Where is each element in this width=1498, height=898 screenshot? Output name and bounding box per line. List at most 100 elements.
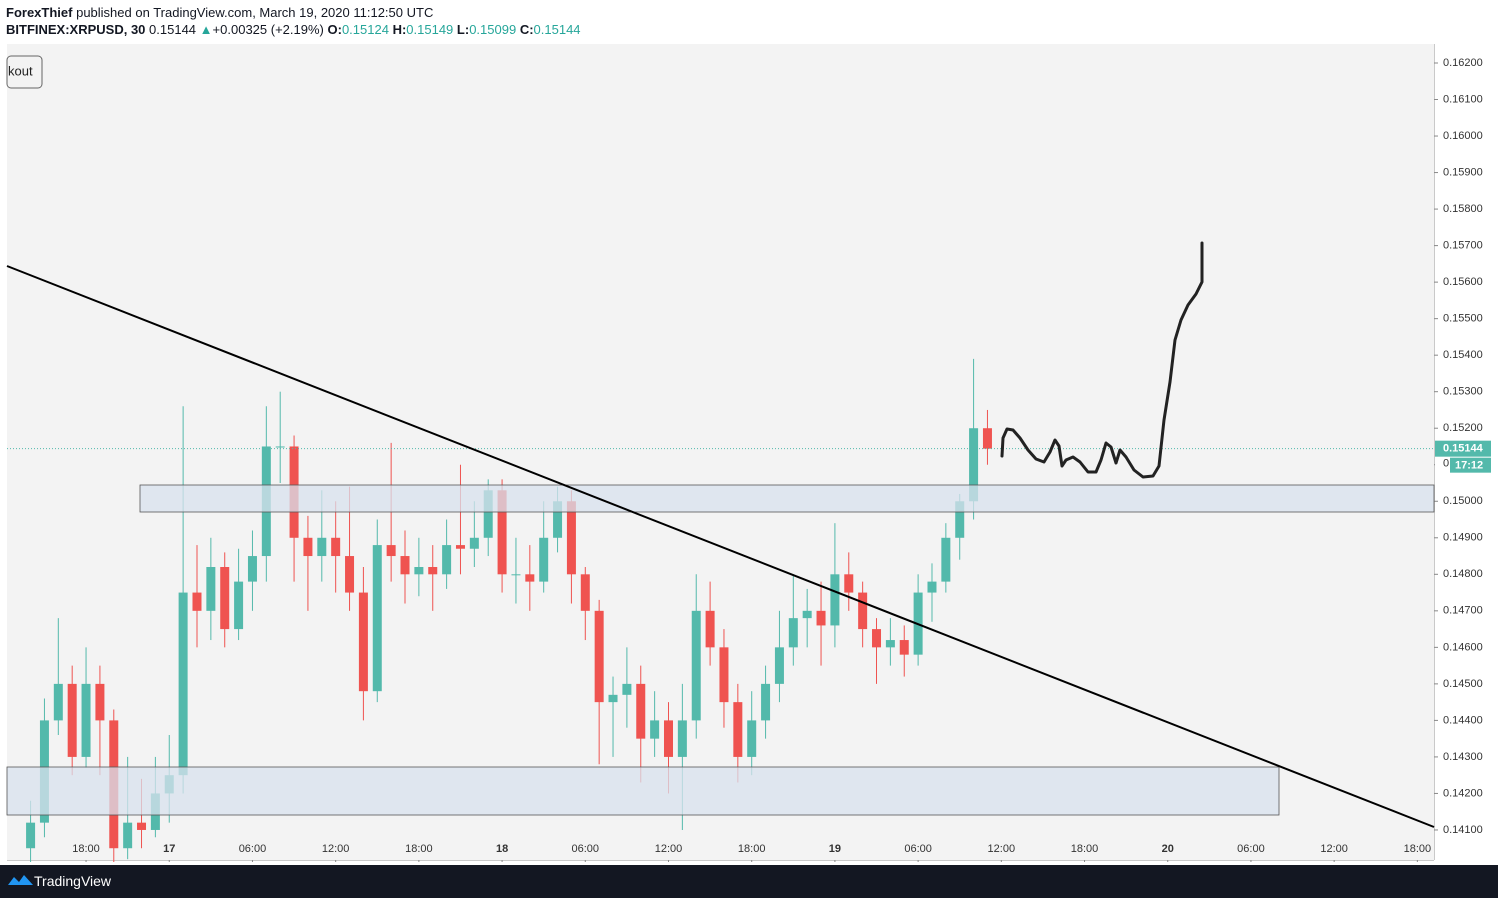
candle-body <box>872 629 882 648</box>
candle-body <box>899 640 909 655</box>
arrow: ▲ <box>199 22 213 37</box>
candle-body <box>733 702 743 757</box>
y-tick-label: 0.16000 <box>1443 130 1483 142</box>
candle-body <box>539 537 549 582</box>
author: ForexThief <box>6 5 73 20</box>
candle-body <box>414 567 424 575</box>
y-tick-label: 0.14800 <box>1443 568 1483 580</box>
y-tick-label: 0.14100 <box>1443 824 1483 836</box>
candle-body <box>774 647 784 684</box>
x-tick-label: 18:00 <box>738 843 766 855</box>
symbol: BITFINEX:XRPUSD, 30 <box>6 22 146 37</box>
candle-body <box>719 647 729 703</box>
logo <box>8 875 33 885</box>
change: +0.00325 (+2.19%) <box>212 22 324 37</box>
price-tag-stub-text: 0 <box>1443 458 1449 470</box>
candle-body <box>691 610 701 721</box>
price-tag-text: 0.15144 <box>1443 443 1484 455</box>
y-tick-label: 0.15500 <box>1443 313 1483 325</box>
candle-body <box>677 720 687 757</box>
candle-body <box>955 501 965 538</box>
candle-body <box>553 501 563 538</box>
y-tick-label: 0.15900 <box>1443 166 1483 178</box>
last: 0.15144 <box>149 22 197 37</box>
candle-body <box>497 490 507 575</box>
candle-body <box>247 556 257 582</box>
candle-body <box>442 545 452 575</box>
x-tick-label: 06:00 <box>904 843 932 855</box>
y-tick-label: 0.15700 <box>1443 240 1483 252</box>
candle-body <box>580 574 590 611</box>
header-line-1: ForexThief published on TradingView.com,… <box>6 4 581 21</box>
x-tick-label: 12:00 <box>322 843 350 855</box>
x-tick-label: 12:00 <box>988 843 1016 855</box>
y-tick-label: 0.14500 <box>1443 678 1483 690</box>
y-tick-label: 0.15800 <box>1443 203 1483 215</box>
candle-body <box>483 490 493 538</box>
open: 0.15124 <box>341 22 389 37</box>
annotation-button[interactable] <box>6 55 43 89</box>
candle-body <box>81 683 91 757</box>
candle-body <box>178 592 188 776</box>
x-tick-label: 18:00 <box>1071 843 1099 855</box>
candle-body <box>26 822 36 849</box>
x-tick-label: 20 <box>1162 843 1174 855</box>
y-tick-label: 0.15000 <box>1443 495 1483 507</box>
y-tick-label: 0.14300 <box>1443 751 1483 763</box>
published: published on TradingView.com, March 19, … <box>76 5 434 20</box>
candle-body <box>982 428 992 449</box>
y-tick-label: 0.14600 <box>1443 641 1483 653</box>
candle-body <box>927 581 937 593</box>
annotation-text: kout <box>8 63 33 78</box>
y-tick-label: 0.15600 <box>1443 276 1483 288</box>
plot-area <box>7 44 1434 860</box>
candle-body <box>317 537 327 557</box>
candle-body <box>622 683 632 695</box>
candle-body <box>345 556 355 593</box>
y-tick-label: 0.14900 <box>1443 532 1483 544</box>
candle-body <box>969 428 979 502</box>
y-tick-label: 0.14400 <box>1443 714 1483 726</box>
header-line-2: BITFINEX:XRPUSD, 30 0.15144 ▲+0.00325 (+… <box>6 21 581 38</box>
candle-body <box>941 537 951 582</box>
candle-body <box>220 567 230 630</box>
c-label: C: <box>519 22 534 37</box>
trend-line <box>6 265 1435 828</box>
resistance-zone <box>139 484 1435 513</box>
candle-body <box>788 618 798 648</box>
candle-body <box>400 556 410 575</box>
x-tick-label: 18:00 <box>72 843 100 855</box>
x-tick-label: 12:00 <box>655 843 683 855</box>
candle-body <box>372 545 382 692</box>
candle-body <box>331 537 341 557</box>
candle-body <box>358 592 368 692</box>
y-tick-label: 0.15400 <box>1443 349 1483 361</box>
support-zone <box>6 766 1280 816</box>
countdown-text: 17:12 <box>1455 460 1483 472</box>
candle-body <box>747 720 757 757</box>
low: 0.15099 <box>469 22 517 37</box>
l-label: L: <box>456 22 470 37</box>
candle-body <box>816 610 826 626</box>
candle-body <box>67 683 77 757</box>
x-tick-label: 18:00 <box>1404 843 1432 855</box>
chart: kout 0.14100 0.14200 0.14300 0.14400 0.14500… <box>6 44 1491 862</box>
footer: TradingView <box>0 865 1498 898</box>
candle-body <box>594 610 604 703</box>
candle-body <box>636 683 646 739</box>
candle-body <box>428 567 438 575</box>
x-tick-label: 19 <box>829 843 841 855</box>
brand: TradingView <box>34 873 112 889</box>
candle-body <box>192 592 202 611</box>
candle-body <box>525 574 535 582</box>
candle-body <box>650 720 660 739</box>
candle-body <box>275 446 285 448</box>
header: ForexThief published on TradingView.com,… <box>6 4 581 38</box>
x-tick-label: 06:00 <box>572 843 600 855</box>
high: 0.15149 <box>406 22 454 37</box>
candle-body <box>830 574 840 626</box>
candle-body <box>386 545 396 557</box>
candle-body <box>705 610 715 648</box>
close: 0.15144 <box>533 22 581 37</box>
